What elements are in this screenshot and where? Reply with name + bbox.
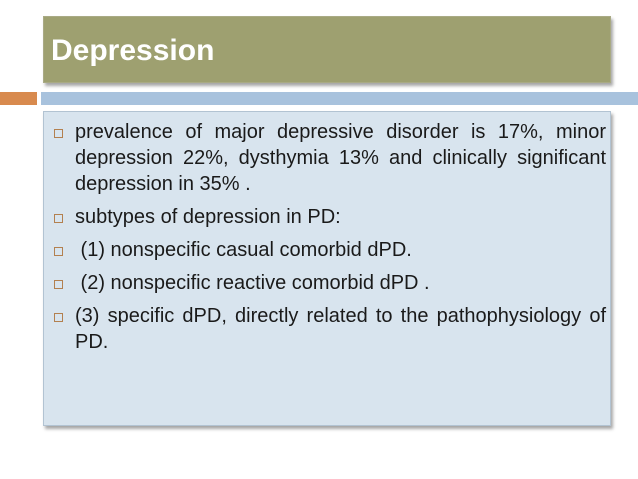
title-bar: Depression xyxy=(43,16,611,83)
bullet-item: (1) nonspecific casual comorbid dPD. xyxy=(54,237,606,263)
square-bullet-icon xyxy=(54,214,63,223)
bullet-item: (2) nonspecific reactive comorbid dPD . xyxy=(54,270,606,296)
bullet-text: (1) nonspecific casual comorbid dPD. xyxy=(75,239,412,261)
bullet-text: subtypes of depression in PD: xyxy=(75,206,341,228)
bullet-item: subtypes of depression in PD: xyxy=(54,204,606,230)
bullet-text: (2) nonspecific reactive comorbid dPD . xyxy=(75,272,430,294)
bullet-item: prevalence of major depressive disorder … xyxy=(54,119,606,197)
square-bullet-icon xyxy=(54,129,63,138)
accent-bar-blue xyxy=(41,92,638,105)
slide-title: Depression xyxy=(51,34,215,67)
square-bullet-icon xyxy=(54,280,63,289)
content-box: prevalence of major depressive disorder … xyxy=(43,111,611,426)
accent-bar-orange xyxy=(0,92,37,105)
bullet-item: (3) specific dPD, directly related to th… xyxy=(54,303,606,355)
square-bullet-icon xyxy=(54,313,63,322)
bullet-list: prevalence of major depressive disorder … xyxy=(54,119,606,362)
square-bullet-icon xyxy=(54,247,63,256)
bullet-text: prevalence of major depressive disorder … xyxy=(75,121,606,195)
bullet-text: (3) specific dPD, directly related to th… xyxy=(75,305,606,353)
